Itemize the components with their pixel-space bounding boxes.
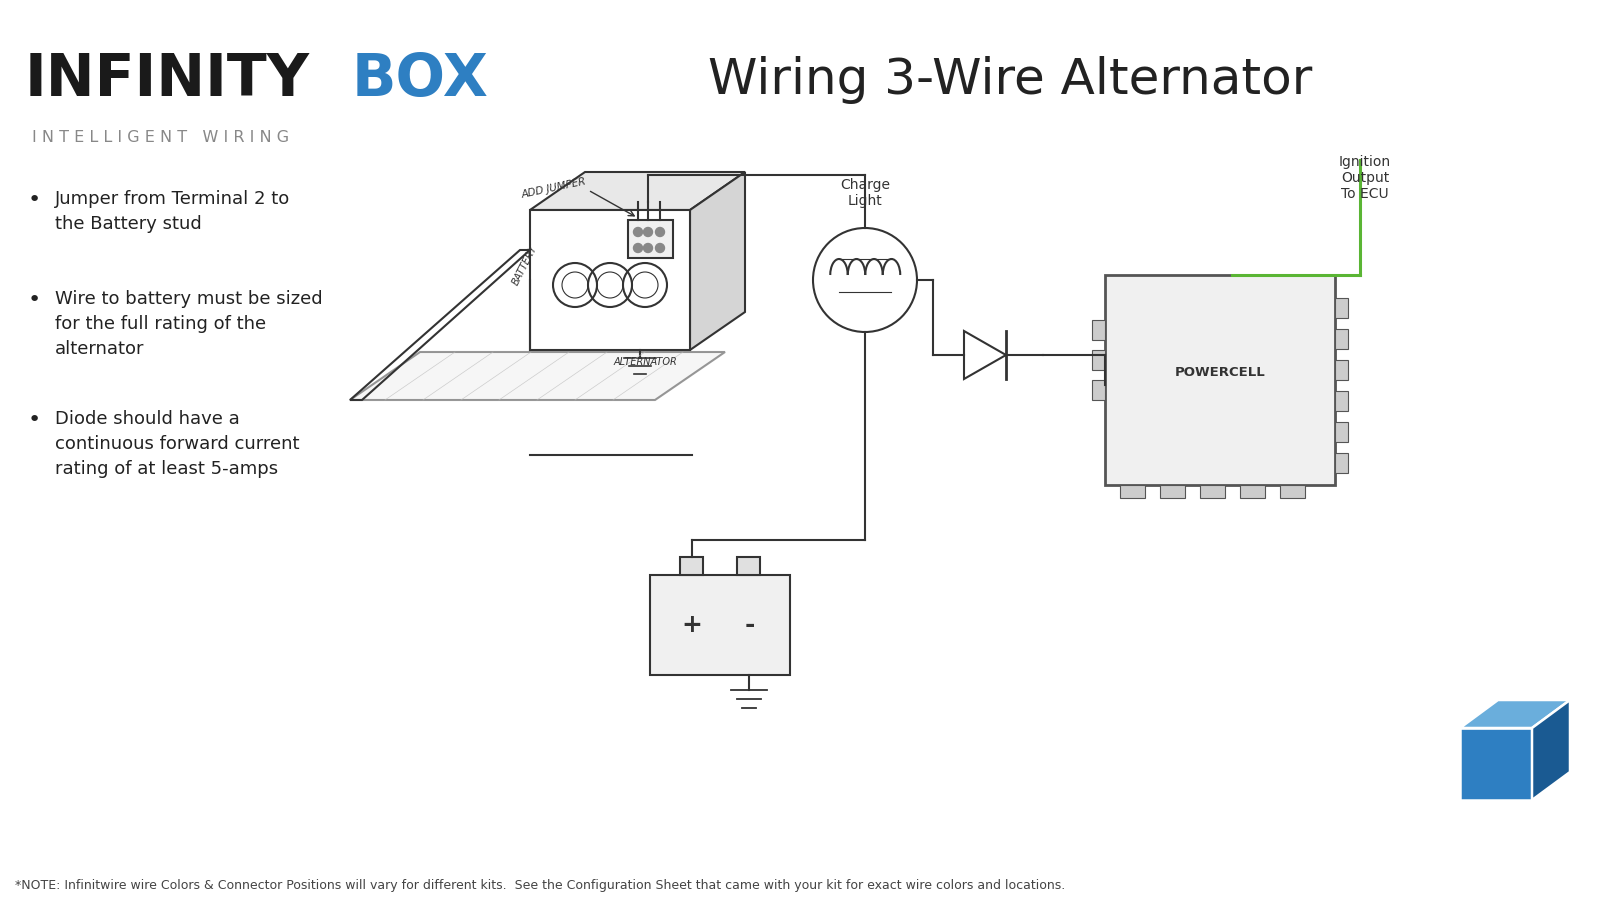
FancyBboxPatch shape <box>1105 275 1335 485</box>
FancyBboxPatch shape <box>1239 485 1265 498</box>
Text: Wire to battery must be sized
for the full rating of the
alternator: Wire to battery must be sized for the fu… <box>55 290 322 358</box>
FancyBboxPatch shape <box>1335 298 1348 318</box>
Text: ALTERNATOR: ALTERNATOR <box>613 357 676 367</box>
FancyBboxPatch shape <box>650 575 790 675</box>
FancyBboxPatch shape <box>1335 329 1348 349</box>
Text: •: • <box>28 290 40 310</box>
FancyBboxPatch shape <box>628 220 673 258</box>
Polygon shape <box>1459 728 1532 800</box>
Circle shape <box>812 228 917 332</box>
Text: I N T E L L I G E N T   W I R I N G: I N T E L L I G E N T W I R I N G <box>32 130 290 146</box>
Circle shape <box>655 228 665 237</box>
Polygon shape <box>349 352 725 400</box>
Text: Charge
Light: Charge Light <box>840 177 890 208</box>
Text: -: - <box>744 613 756 637</box>
Polygon shape <box>964 331 1006 379</box>
Circle shape <box>655 244 665 252</box>
Circle shape <box>634 244 642 252</box>
FancyBboxPatch shape <box>1335 422 1348 442</box>
Circle shape <box>644 244 652 252</box>
FancyBboxPatch shape <box>680 557 702 575</box>
FancyBboxPatch shape <box>1160 485 1184 498</box>
FancyBboxPatch shape <box>1092 350 1105 370</box>
Polygon shape <box>531 172 744 210</box>
Circle shape <box>634 228 642 237</box>
FancyBboxPatch shape <box>1335 391 1348 411</box>
Text: Jumper from Terminal 2 to
the Battery stud: Jumper from Terminal 2 to the Battery st… <box>55 190 290 233</box>
Text: •: • <box>28 190 40 210</box>
Text: POWERCELL: POWERCELL <box>1175 366 1265 379</box>
FancyBboxPatch shape <box>531 210 689 350</box>
FancyBboxPatch shape <box>738 557 760 575</box>
FancyBboxPatch shape <box>1335 360 1348 380</box>
Text: BOX: BOX <box>353 52 489 108</box>
Text: Ignition
Output
To ECU: Ignition Output To ECU <box>1340 155 1391 201</box>
Text: BATTERY: BATTERY <box>511 243 539 287</box>
FancyBboxPatch shape <box>1092 320 1105 340</box>
Text: +: + <box>681 613 702 637</box>
Polygon shape <box>1532 700 1569 800</box>
Text: Wiring 3-Wire Alternator: Wiring 3-Wire Alternator <box>707 56 1312 104</box>
Polygon shape <box>689 172 744 350</box>
Text: ADD JUMPER: ADD JUMPER <box>519 177 587 200</box>
FancyBboxPatch shape <box>1092 380 1105 400</box>
Polygon shape <box>1459 700 1569 728</box>
FancyBboxPatch shape <box>1335 453 1348 473</box>
Text: *NOTE: Infinitwire wire Colors & Connector Positions will vary for different kit: *NOTE: Infinitwire wire Colors & Connect… <box>15 879 1065 892</box>
FancyBboxPatch shape <box>1201 485 1225 498</box>
Text: Diode should have a
continuous forward current
rating of at least 5-amps: Diode should have a continuous forward c… <box>55 410 299 478</box>
FancyBboxPatch shape <box>1280 485 1306 498</box>
Circle shape <box>644 228 652 237</box>
Text: INFINITY: INFINITY <box>24 52 311 108</box>
Text: •: • <box>28 410 40 430</box>
FancyBboxPatch shape <box>1120 485 1146 498</box>
